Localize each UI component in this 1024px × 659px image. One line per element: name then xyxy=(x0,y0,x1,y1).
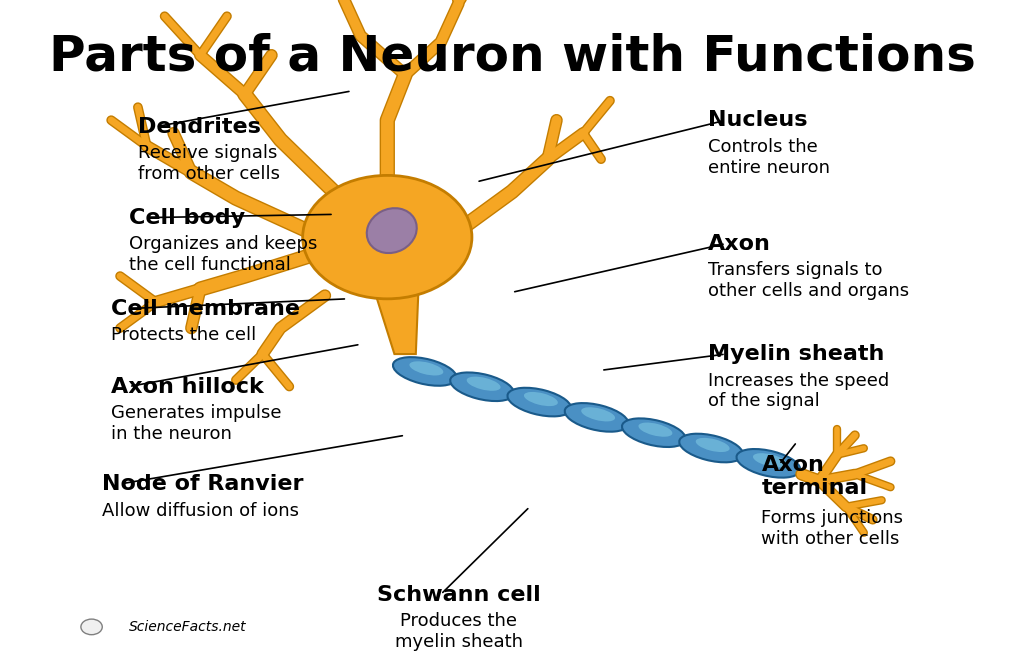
Ellipse shape xyxy=(622,418,686,447)
Text: Myelin sheath: Myelin sheath xyxy=(708,344,885,364)
Text: Allow diffusion of ions: Allow diffusion of ions xyxy=(102,501,299,519)
Ellipse shape xyxy=(564,403,629,432)
Ellipse shape xyxy=(393,357,457,386)
Text: Nucleus: Nucleus xyxy=(708,111,808,130)
Ellipse shape xyxy=(736,449,801,478)
Text: Cell body: Cell body xyxy=(129,208,245,228)
Text: Produces the
myelin sheath: Produces the myelin sheath xyxy=(394,612,522,650)
Text: Controls the
entire neuron: Controls the entire neuron xyxy=(708,138,830,177)
Text: Increases the speed
of the signal: Increases the speed of the signal xyxy=(708,372,889,411)
Text: Schwann cell: Schwann cell xyxy=(377,585,541,605)
Text: Node of Ranvier: Node of Ranvier xyxy=(102,474,304,494)
Ellipse shape xyxy=(679,434,743,463)
Ellipse shape xyxy=(467,377,501,391)
Ellipse shape xyxy=(508,387,571,416)
Text: Cell membrane: Cell membrane xyxy=(112,299,300,319)
Ellipse shape xyxy=(638,422,673,437)
Circle shape xyxy=(81,619,102,635)
Text: Axon hillock: Axon hillock xyxy=(112,377,264,397)
Text: Dendrites: Dendrites xyxy=(138,117,261,137)
Ellipse shape xyxy=(367,208,417,253)
Ellipse shape xyxy=(451,372,514,401)
Text: Receive signals
from other cells: Receive signals from other cells xyxy=(138,144,280,183)
Text: Axon: Axon xyxy=(708,234,771,254)
Text: Generates impulse
in the neuron: Generates impulse in the neuron xyxy=(112,404,282,443)
Ellipse shape xyxy=(582,407,615,421)
Text: Protects the cell: Protects the cell xyxy=(112,326,256,344)
Circle shape xyxy=(303,175,472,299)
Ellipse shape xyxy=(524,392,558,406)
Ellipse shape xyxy=(753,453,786,467)
Text: Transfers signals to
other cells and organs: Transfers signals to other cells and org… xyxy=(708,261,909,300)
Polygon shape xyxy=(374,289,419,354)
Text: ScienceFacts.net: ScienceFacts.net xyxy=(129,620,247,634)
Text: Organizes and keeps
the cell functional: Organizes and keeps the cell functional xyxy=(129,235,317,274)
Text: Axon
terminal: Axon terminal xyxy=(762,455,867,498)
Ellipse shape xyxy=(410,361,443,376)
Text: Parts of a Neuron with Functions: Parts of a Neuron with Functions xyxy=(48,32,976,80)
Text: Forms junctions
with other cells: Forms junctions with other cells xyxy=(762,509,903,548)
Ellipse shape xyxy=(695,438,730,452)
